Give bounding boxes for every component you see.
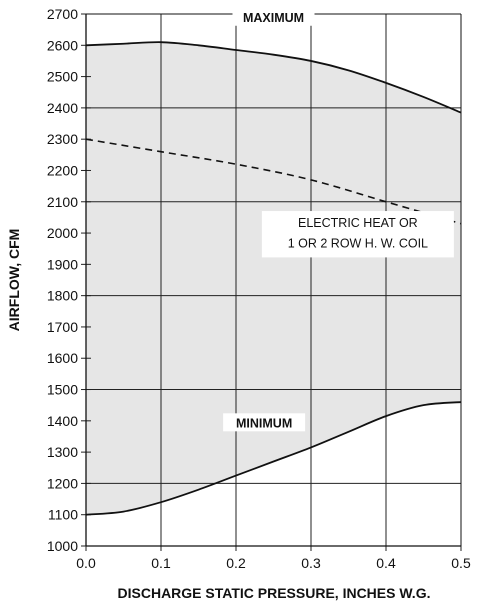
y-tick-label: 2300	[47, 131, 78, 147]
x-tick-label: 0.1	[151, 555, 171, 571]
x-tick-label: 0.2	[226, 555, 246, 571]
y-tick-label: 1900	[47, 256, 78, 272]
shaded-area	[86, 42, 461, 515]
series-lines	[85, 41, 462, 516]
series-line-electric-heat-or-1-or-2-row-h-w-coil	[85, 138, 462, 225]
x-axis-title: DISCHARGE STATIC PRESSURE, INCHES W.G.	[118, 585, 431, 601]
y-tick-label: 1100	[48, 507, 78, 523]
operating-range-shade	[86, 42, 461, 515]
x-tick-label: 0.3	[301, 555, 321, 571]
maximum-label-bg	[232, 7, 315, 26]
y-tick-label: 1600	[47, 350, 78, 366]
electric-heat-label-line1: ELECTRIC HEAT OR	[298, 216, 418, 230]
y-tick-label: 1400	[47, 413, 78, 429]
y-tick-label: 1700	[47, 319, 78, 335]
electric-heat-label-line2: 1 OR 2 ROW H. W. COIL	[288, 236, 428, 250]
electric-heat-label-bg	[261, 211, 454, 258]
maximum-label: MAXIMUM	[243, 11, 304, 25]
y-tick-label: 2700	[47, 6, 78, 22]
y-tick-label: 1000	[47, 538, 78, 554]
y-axis-title: AIRFLOW, CFM	[6, 229, 22, 332]
y-tick-label: 2500	[47, 69, 78, 85]
y-tick-label: 2100	[47, 194, 78, 210]
x-tick-label: 0.5	[451, 555, 471, 571]
y-tick-label: 1200	[47, 475, 78, 491]
series-line-minimum	[85, 401, 462, 516]
x-tick-label: 0.0	[76, 555, 96, 571]
y-tick-label: 2600	[47, 37, 78, 53]
minimum-label-bg	[223, 413, 306, 432]
axis-ticks: 1000 1100 1200 1300 1400 1500 1600 1700 1800 1900…	[47, 6, 471, 571]
x-tick-label: 0.4	[376, 555, 396, 571]
y-tick-label: 2400	[47, 100, 78, 116]
y-tick-label: 1500	[47, 382, 78, 398]
series-line-maximum	[85, 41, 462, 114]
y-tick-label: 2000	[47, 225, 78, 241]
y-tick-label: 1800	[47, 288, 78, 304]
grid	[86, 14, 461, 546]
y-tick-label: 2200	[47, 162, 78, 178]
minimum-label: MINIMUM	[236, 416, 292, 430]
y-tick-label: 1300	[47, 444, 78, 460]
